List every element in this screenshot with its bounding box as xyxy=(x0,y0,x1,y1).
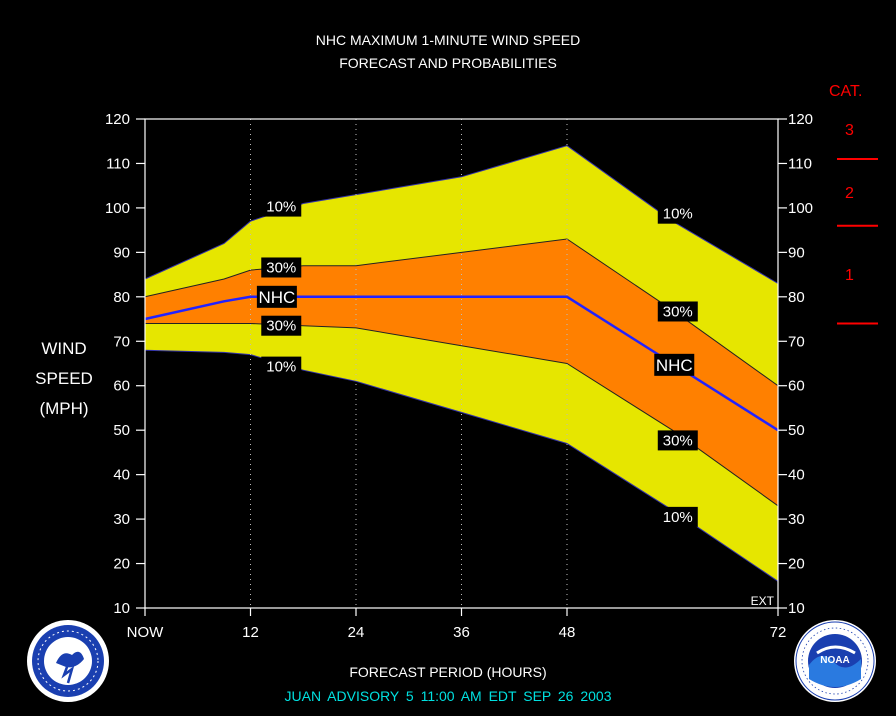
curve-label-3: 30% xyxy=(266,318,296,335)
nws-logo xyxy=(27,620,109,702)
curve-label-6: 30% xyxy=(663,303,693,320)
curve-label-box-5 xyxy=(657,203,698,224)
y-tick-label-right-10: 10 xyxy=(788,600,805,617)
y-tick-label-left-20: 20 xyxy=(113,556,130,573)
y-tick-label-right-80: 80 xyxy=(788,289,805,306)
band-10-percent xyxy=(145,145,778,582)
y-tick-label-left-60: 60 xyxy=(113,378,130,395)
curve-label-box-9 xyxy=(657,506,698,527)
curve-label-box-4 xyxy=(261,356,302,377)
curve-label-box-7 xyxy=(654,353,695,376)
curve-label-5: 10% xyxy=(663,206,693,223)
noaa-logo: NOAA xyxy=(794,620,876,702)
svg-text:NOAA: NOAA xyxy=(820,655,849,666)
x-tick-label-72: 72 xyxy=(770,624,787,641)
band-30-percent xyxy=(145,239,778,506)
x-axis-title: FORECAST PERIOD (HOURS) xyxy=(349,664,547,680)
x-tick-label-12: 12 xyxy=(242,624,259,641)
y-tick-label-left-110: 110 xyxy=(106,155,130,172)
y-tick-label-left-70: 70 xyxy=(113,333,130,350)
y-axis-label-line2: SPEED xyxy=(35,369,93,388)
curve-label-9: 10% xyxy=(663,509,693,526)
y-tick-label-left-80: 80 xyxy=(113,289,130,306)
y-tick-label-right-120: 120 xyxy=(788,111,813,128)
y-axis-label-line1: WIND xyxy=(41,339,87,358)
curve-label-4: 10% xyxy=(266,359,296,376)
curve-label-box-0 xyxy=(261,196,302,217)
y-tick-label-left-50: 50 xyxy=(113,422,130,439)
y-tick-label-right-90: 90 xyxy=(788,244,805,261)
y-tick-label-right-70: 70 xyxy=(788,333,805,350)
category-label-2: 2 xyxy=(845,185,854,202)
curve-label-7: NHC xyxy=(656,356,693,375)
curve-label-0: 10% xyxy=(266,199,296,216)
x-tick-label-36: 36 xyxy=(453,624,470,641)
y-tick-label-left-100: 100 xyxy=(105,200,130,217)
curve-label-8: 30% xyxy=(663,432,693,449)
y-tick-label-left-90: 90 xyxy=(113,244,130,261)
x-tick-label-48: 48 xyxy=(559,624,576,641)
curve-label-box-3 xyxy=(261,315,302,336)
y-tick-label-left-30: 30 xyxy=(113,511,130,528)
y-tick-label-right-100: 100 xyxy=(788,200,813,217)
chart-subtitle: FORECAST AND PROBABILITIES xyxy=(339,55,557,71)
curve-label-box-1 xyxy=(261,257,302,278)
y-tick-label-right-60: 60 xyxy=(788,378,805,395)
y-tick-label-right-50: 50 xyxy=(788,422,805,439)
advisory-line: JUAN ADVISORY 5 11:00 AM EDT SEP 26 2003 xyxy=(284,688,612,704)
y-tick-label-left-40: 40 xyxy=(113,467,130,484)
y-tick-label-right-110: 110 xyxy=(788,155,812,172)
series-line-30-percent-lower xyxy=(145,323,779,507)
y-tick-label-left-120: 120 xyxy=(105,111,130,128)
series-line-30-percent-upper xyxy=(144,238,779,387)
x-tick-label-0: NOW xyxy=(127,624,165,641)
x-tick-label-24: 24 xyxy=(348,624,365,641)
curve-label-box-6 xyxy=(657,301,698,322)
chart-title: NHC MAXIMUM 1-MINUTE WIND SPEED xyxy=(315,32,581,48)
y-tick-label-left-10: 10 xyxy=(113,600,130,617)
curve-label-box-8 xyxy=(657,430,698,451)
y-axis-label-line3: (MPH) xyxy=(39,399,89,418)
ext-label: EXT xyxy=(751,594,775,608)
y-tick-label-right-20: 20 xyxy=(788,556,805,573)
category-label-3: 3 xyxy=(845,122,854,139)
y-tick-label-right-30: 30 xyxy=(788,511,805,528)
curve-label-2: NHC xyxy=(258,288,295,307)
curve-label-1: 30% xyxy=(266,259,296,276)
series-line-10-percent-lower xyxy=(144,349,779,582)
y-tick-label-right-40: 40 xyxy=(788,467,805,484)
category-label-1: 1 xyxy=(845,267,854,284)
series-line-nhc xyxy=(144,295,779,432)
category-heading: CAT. xyxy=(829,83,863,100)
curve-label-box-2 xyxy=(256,285,297,308)
